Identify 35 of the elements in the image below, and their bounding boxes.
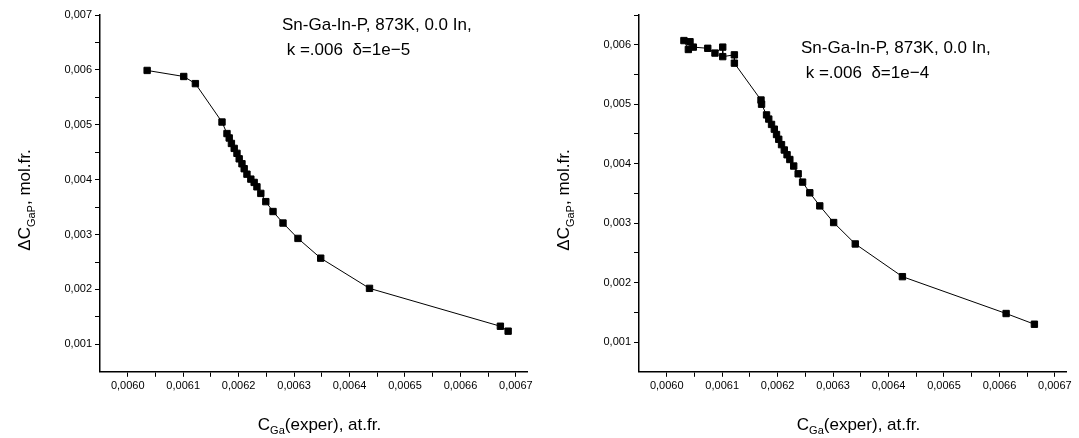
x-tick-label: 0,0064	[332, 379, 367, 392]
x-tick-label: 0,0064	[871, 379, 906, 392]
x-tick-label: 0,0063	[277, 379, 311, 392]
x-tick-label: 0,0062	[221, 379, 256, 392]
annotation: Sn-Ga-In-P, 873K, 0.0 In,	[282, 15, 472, 35]
x-tick-label: 0,0066	[443, 379, 478, 392]
y-tick-label: 0,005	[603, 97, 631, 110]
x-tick-label: 0,0067	[499, 379, 533, 392]
y-tick-label: 0,001	[603, 335, 631, 348]
y-tick-label: 0,003	[64, 227, 92, 240]
y-tick-label: 0,001	[64, 337, 92, 350]
x-axis-title: C$_{Ga}$(exper), at.fr.	[256, 414, 383, 436]
y-tick-label: 0,004	[64, 172, 92, 185]
x-tick-label: 0,0066	[982, 379, 1017, 392]
y-tick-label: 0,002	[64, 282, 92, 295]
annotation: k =.006 δ=1e−5	[282, 40, 411, 60]
x-tick-label: 0,0060	[649, 379, 684, 392]
annotation: Sn-Ga-In-P, 873K, 0.0 In,	[801, 38, 991, 58]
y-tick-label: 0,006	[64, 62, 92, 75]
x-tick-label: 0,0060	[110, 379, 145, 392]
y-tick-label: 0,005	[64, 117, 92, 130]
y-tick-label: 0,003	[603, 216, 631, 229]
x-tick-label: 0,0063	[816, 379, 850, 392]
y-tick-label: 0,007	[64, 8, 92, 21]
x-tick-label: 0,0061	[705, 379, 740, 392]
x-axis-title: C$_{Ga}$(exper), at.fr.	[795, 414, 922, 436]
y-tick-label: 0,006	[603, 37, 631, 50]
y-tick-label: 0,002	[603, 275, 631, 288]
annotation: k =.006 δ=1e−4	[801, 63, 930, 83]
x-tick-label: 0,0067	[1038, 379, 1072, 392]
x-tick-label: 0,0065	[927, 379, 961, 392]
x-tick-label: 0,0062	[760, 379, 795, 392]
x-tick-label: 0,0061	[166, 379, 201, 392]
x-tick-label: 0,0065	[388, 379, 422, 392]
y-tick-label: 0,004	[603, 156, 631, 169]
